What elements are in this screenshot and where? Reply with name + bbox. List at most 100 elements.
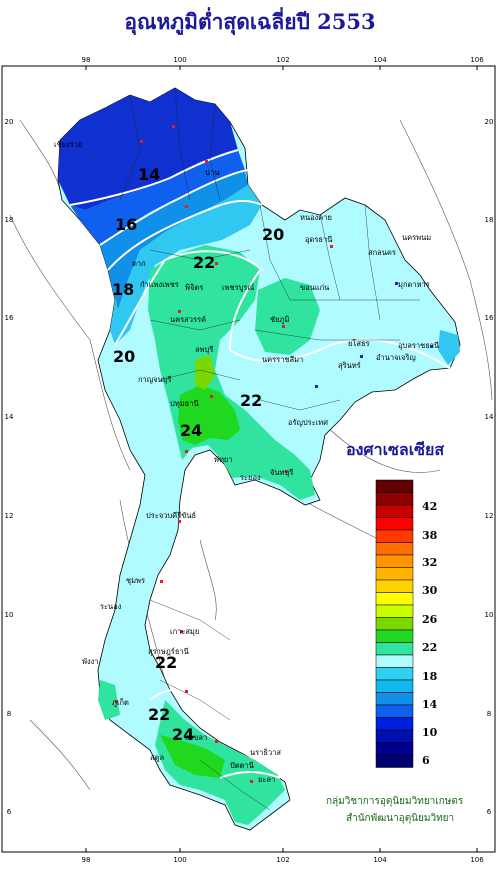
province-label: เกาะสมุย <box>170 627 199 636</box>
zone-24-central <box>195 355 215 390</box>
province-label: กำแพงเพชร <box>140 280 179 289</box>
province-label: น่าน <box>205 168 219 177</box>
isotherm-label: 14 <box>138 165 160 184</box>
legend-label: 22 <box>422 641 437 654</box>
province-label: อุดรธานี <box>305 235 332 244</box>
lat-label: 18 <box>485 216 494 224</box>
lat-label: 20 <box>485 118 494 126</box>
legend-swatch <box>375 492 414 506</box>
lon-labels-bottom: 98 100 102 104 106 <box>82 856 485 864</box>
lon-label: 104 <box>373 56 387 64</box>
lat-label: 16 <box>485 314 494 322</box>
isotherm-label: 22 <box>193 253 215 272</box>
province-label: กาญจนบุรี <box>138 375 171 384</box>
province-label: พัทยา <box>214 455 233 464</box>
isotherm-label: 18 <box>112 280 134 299</box>
credit-line-2: สำนักพัฒนาอุตุนิยมวิทยา <box>346 813 454 824</box>
province-label: เชียงราย <box>54 140 82 149</box>
province-label: นครพนม <box>402 233 431 242</box>
province-label: พังงา <box>82 657 98 666</box>
lon-label: 106 <box>470 56 484 64</box>
province-label: ระยอง <box>240 473 261 482</box>
legend-swatch <box>375 479 414 493</box>
province-borders <box>119 87 420 811</box>
legend-swatch <box>375 579 414 593</box>
province-label: สุราษฎร์ธานี <box>148 647 189 656</box>
province-label: ภูเก็ต <box>112 697 129 707</box>
legend-swatch <box>375 604 414 618</box>
zone-24-bangkok <box>178 385 240 445</box>
province-label: ยโสธร <box>348 339 370 348</box>
lon-ticks <box>85 66 478 852</box>
province-label: สตูล <box>150 753 164 762</box>
zone-16 <box>100 170 248 310</box>
zone-22-northeast <box>255 278 320 355</box>
lat-label: 10 <box>485 611 494 619</box>
lat-labels-left: 20 18 16 14 12 10 8 6 <box>5 118 14 816</box>
isotherm-label: 24 <box>172 725 194 744</box>
isotherm-label: 22 <box>240 391 262 410</box>
legend-label: 30 <box>422 584 438 597</box>
lat-label: 14 <box>485 413 494 421</box>
province-label: ชัยภูมิ <box>270 315 289 324</box>
province-label: ขอนแก่น <box>300 283 329 292</box>
province-label: นครราชสีมา <box>262 355 303 364</box>
legend-swatch <box>375 542 414 556</box>
isotherm-label: 22 <box>155 653 177 672</box>
neighbour-borders <box>9 119 493 791</box>
isotherms <box>69 149 451 779</box>
lat-label: 18 <box>5 216 14 224</box>
legend-swatch <box>375 629 414 643</box>
unit-label: องศาเซลเซียส <box>346 440 444 459</box>
legend-swatch <box>375 517 414 531</box>
zone-14 <box>70 150 245 245</box>
legend-label: 32 <box>422 556 437 569</box>
legend-swatch <box>375 592 414 606</box>
isotherm-label: 20 <box>113 347 135 366</box>
lat-label: 8 <box>487 710 491 718</box>
province-label: ลพบุรี <box>195 345 213 354</box>
legend-swatch <box>375 529 414 543</box>
legend-swatch <box>375 729 414 743</box>
lon-label: 106 <box>470 856 484 864</box>
legend-label: 38 <box>422 529 438 542</box>
province-label: สกลนคร <box>368 248 396 257</box>
isotherm-labels: 14 16 18 20 20 22 22 24 22 24 22 <box>112 165 284 744</box>
map-title: อุณหภูมิต่ำสุดเฉลี่ยปี 2553 <box>124 9 376 34</box>
legend-swatch <box>375 754 414 768</box>
zone-24-south <box>160 735 225 778</box>
province-label: ปทุมธานี <box>170 399 199 408</box>
province-label: อุบลราชธานี <box>398 341 439 350</box>
lat-label: 6 <box>7 808 12 816</box>
lon-labels-top: 98 100 102 104 106 <box>82 56 485 64</box>
province-label: สุรินทร์ <box>338 361 361 370</box>
lat-label: 10 <box>5 611 14 619</box>
zone-18-east <box>438 330 460 365</box>
province-label: หนองคาย <box>300 213 332 222</box>
legend-label: 26 <box>422 613 438 626</box>
legend-swatch <box>375 667 414 681</box>
lat-labels-right: 20 18 16 14 12 10 8 6 <box>485 118 494 816</box>
lat-label: 6 <box>487 808 492 816</box>
isotherm-label: 24 <box>180 421 202 440</box>
province-labels: เชียงราย น่าน หนองคาย อุดรธานี นครพนม สก… <box>54 140 439 784</box>
legend-swatch <box>375 567 414 581</box>
province-label: นครสวรรค์ <box>170 315 206 324</box>
legend-swatch <box>375 692 414 706</box>
lon-label: 102 <box>276 856 289 864</box>
lat-label: 12 <box>5 512 14 520</box>
province-label: พิจิตร <box>185 283 203 292</box>
lat-label: 8 <box>7 710 11 718</box>
legend-swatch <box>375 654 414 668</box>
lon-label: 100 <box>173 856 186 864</box>
isotherm-label: 20 <box>262 225 284 244</box>
province-label: อรัญประเทศ <box>288 418 328 427</box>
legend-label: 18 <box>422 670 438 683</box>
province-label: ปัตตานี <box>230 761 254 770</box>
legend-label: 10 <box>422 726 438 739</box>
province-label: ตาก <box>132 259 146 268</box>
province-label: นราธิวาส <box>250 748 281 757</box>
province-label: สงขลา <box>185 733 207 742</box>
legend-label: 14 <box>422 698 438 711</box>
